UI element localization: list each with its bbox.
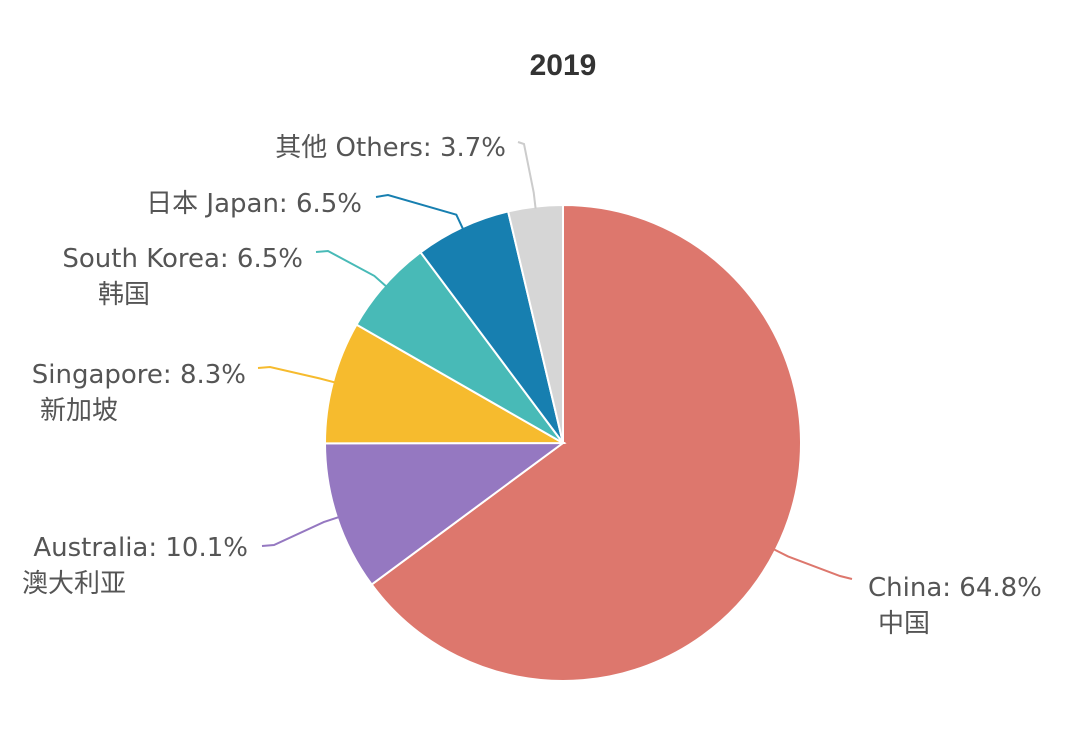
pie-slices bbox=[323, 203, 802, 682]
slice-label: China: 64.8% bbox=[868, 573, 1042, 603]
slice-label: Singapore: 8.3% bbox=[32, 360, 246, 390]
slice-label: 其他 Others: 3.7% bbox=[275, 133, 506, 163]
leader-line bbox=[315, 249, 387, 288]
chart-title: 2019 bbox=[530, 49, 597, 82]
slice-label: Australia: 10.1% bbox=[33, 533, 248, 563]
leader-line bbox=[517, 141, 537, 209]
slice-labels: China: 64.8% 中国 Australia: 10.1% 澳大利亚 Singap… bbox=[22, 133, 1042, 639]
slice-label: 日本 Japan: 6.5% bbox=[146, 189, 362, 219]
slice-sublabel: 新加坡 bbox=[40, 396, 118, 426]
leader-line bbox=[773, 548, 853, 580]
slice-sublabel: 韩国 bbox=[98, 280, 150, 310]
leader-lines bbox=[257, 141, 853, 580]
slice-sublabel: 中国 bbox=[878, 609, 930, 639]
slice-sublabel: 澳大利亚 bbox=[22, 569, 126, 599]
leader-line bbox=[257, 365, 336, 384]
leader-line bbox=[261, 516, 340, 547]
leader-line bbox=[375, 193, 464, 230]
slice-label: South Korea: 6.5% bbox=[62, 244, 303, 274]
